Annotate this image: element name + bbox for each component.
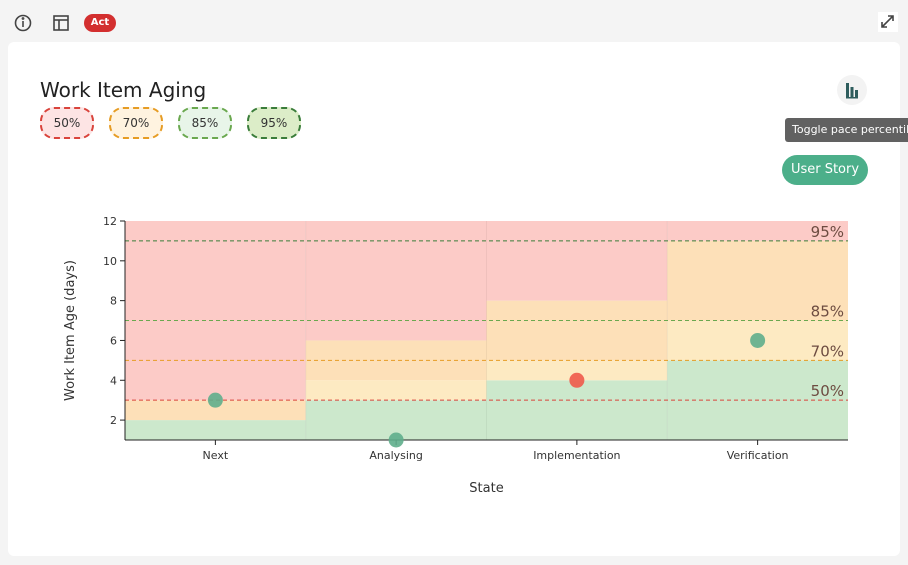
- tooltip: Toggle pace percentile: [785, 118, 908, 142]
- card-title: Work Item Aging: [40, 78, 207, 102]
- info-icon[interactable]: [14, 14, 32, 32]
- table-icon[interactable]: [53, 15, 69, 31]
- percentile-chip[interactable]: 50%: [40, 107, 94, 139]
- percentile-chip[interactable]: 70%: [109, 107, 163, 139]
- percentile-chip[interactable]: 85%: [178, 107, 232, 139]
- percentile-chip[interactable]: 95%: [247, 107, 301, 139]
- act-badge[interactable]: Act: [84, 14, 116, 32]
- expand-icon[interactable]: [881, 15, 894, 28]
- toggle-button[interactable]: [836, 74, 868, 106]
- toolbar-icons: [14, 12, 898, 32]
- user-story-button[interactable]: User Story: [782, 155, 868, 185]
